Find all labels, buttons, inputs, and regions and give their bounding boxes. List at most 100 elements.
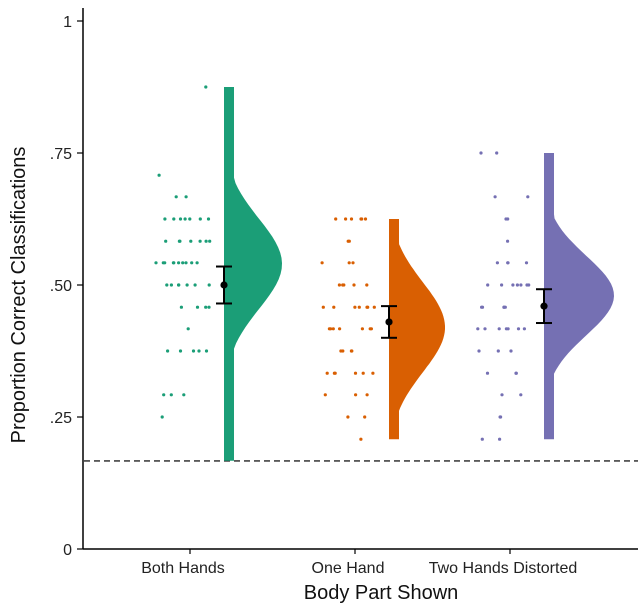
data-point [365, 393, 369, 397]
data-point [506, 217, 510, 221]
data-point [177, 261, 181, 265]
x-axis-title: Body Part Shown [304, 582, 459, 604]
data-point [502, 305, 506, 309]
data-point [365, 283, 369, 287]
data-point [526, 195, 530, 199]
mean-point [220, 281, 228, 289]
data-point [357, 305, 361, 309]
data-point [506, 261, 510, 265]
data-point [184, 195, 188, 199]
data-point [516, 327, 521, 331]
data-point [166, 349, 170, 353]
data-point [371, 371, 375, 375]
data-point [477, 349, 481, 353]
data-point [486, 283, 490, 287]
data-point [163, 217, 167, 221]
density-cloud [224, 87, 282, 461]
data-point [480, 437, 484, 441]
density-cloud [389, 219, 445, 440]
data-point [160, 415, 164, 419]
data-point [363, 217, 368, 221]
data-point [193, 283, 197, 287]
data-point [186, 327, 190, 331]
data-point [360, 217, 364, 221]
data-point [346, 415, 350, 419]
x-tick-label: Both Hands [141, 560, 225, 577]
data-point [498, 415, 502, 419]
y-tick-label: 0 [63, 542, 72, 559]
data-point [207, 283, 211, 287]
data-point [189, 239, 193, 243]
data-point [174, 195, 178, 199]
data-point [198, 217, 202, 221]
data-point [344, 217, 348, 221]
data-point [172, 261, 176, 265]
density-cloud [544, 153, 614, 440]
data-point [515, 283, 520, 287]
data-point [493, 195, 497, 199]
data-point [182, 393, 186, 397]
data-point [198, 239, 202, 243]
data-point [204, 239, 208, 243]
data-point [179, 305, 183, 309]
data-point [363, 415, 367, 419]
data-point [164, 239, 168, 243]
data-point [495, 151, 499, 155]
data-point [165, 283, 169, 287]
data-point [509, 349, 513, 353]
data-point [500, 283, 504, 287]
data-point [178, 349, 183, 353]
data-point [519, 393, 523, 397]
data-point [372, 305, 376, 309]
data-point [500, 393, 504, 397]
data-point [207, 305, 211, 309]
data-point [511, 283, 515, 287]
data-point [476, 327, 480, 331]
data-point [185, 283, 189, 287]
data-point [485, 371, 490, 375]
data-point [204, 305, 208, 309]
data-point [351, 261, 355, 265]
y-tick-label: 1 [63, 14, 72, 31]
data-point [495, 261, 499, 265]
data-point [334, 217, 338, 221]
data-point [169, 393, 173, 397]
data-point [195, 305, 200, 309]
data-point [354, 393, 358, 397]
data-point [341, 349, 345, 353]
data-point [325, 371, 329, 375]
data-point [204, 349, 209, 353]
data-point [483, 327, 487, 331]
data-point [353, 305, 357, 309]
data-point [353, 371, 358, 375]
data-point [190, 261, 194, 265]
data-point [525, 283, 529, 287]
y-tick-label: .25 [50, 410, 72, 427]
data-point [342, 283, 346, 287]
mean-point [540, 302, 548, 310]
data-point [360, 327, 364, 331]
data-point [321, 305, 325, 309]
data-point [162, 393, 166, 397]
data-point [349, 217, 354, 221]
data-point [191, 349, 196, 353]
data-point [323, 393, 327, 397]
data-point [208, 239, 212, 243]
data-point [172, 217, 176, 221]
data-point [177, 283, 181, 287]
data-point [514, 371, 518, 375]
data-point [184, 261, 188, 265]
plot-area [84, 85, 638, 462]
data-point [352, 283, 356, 287]
data-point [479, 151, 483, 155]
data-point [347, 239, 351, 243]
data-point [368, 327, 372, 331]
x-tick-label: Two Hands Distorted [429, 560, 578, 577]
data-point [524, 261, 529, 265]
data-point [157, 173, 161, 177]
data-point [504, 327, 508, 331]
data-point [169, 283, 173, 287]
data-point [359, 437, 363, 441]
data-point [522, 327, 527, 331]
